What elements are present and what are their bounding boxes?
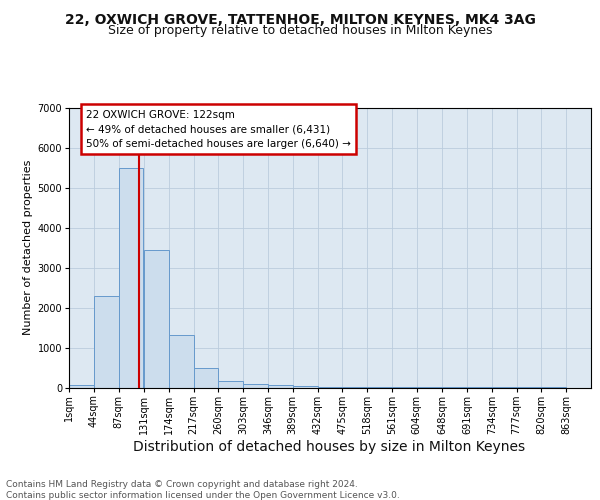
Bar [94,296,119,388]
Y-axis label: Number of detached properties: Number of detached properties [23,160,33,335]
Bar [293,386,317,388]
Text: 22 OXWICH GROVE: 122sqm
← 49% of detached houses are smaller (6,431)
50% of semi: 22 OXWICH GROVE: 122sqm ← 49% of detache… [86,110,350,149]
Text: Distribution of detached houses by size in Milton Keynes: Distribution of detached houses by size … [133,440,525,454]
Text: Size of property relative to detached houses in Milton Keynes: Size of property relative to detached ho… [108,24,492,37]
Bar [119,168,143,388]
Text: Contains HM Land Registry data © Crown copyright and database right 2024.
Contai: Contains HM Land Registry data © Crown c… [6,480,400,500]
Bar [144,250,169,388]
Bar [169,335,194,388]
Bar [218,381,243,388]
Bar [243,384,268,388]
Text: 22, OXWICH GROVE, TATTENHOE, MILTON KEYNES, MK4 3AG: 22, OXWICH GROVE, TATTENHOE, MILTON KEYN… [65,12,535,26]
Bar [268,385,293,388]
Bar [69,384,94,388]
Bar [194,368,218,388]
